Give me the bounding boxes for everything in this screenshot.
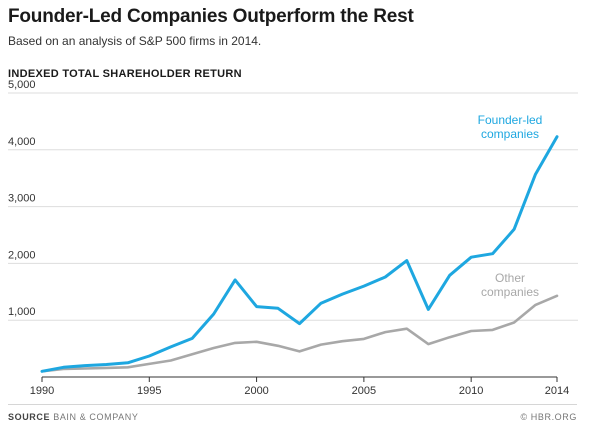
founder-led-data-point	[385, 276, 386, 277]
other-companies-data-point	[277, 345, 278, 346]
chart-title: Founder-Led Companies Outperform the Res…	[8, 6, 414, 27]
other-companies-data-point	[213, 347, 214, 348]
x-tick-label: 2000	[244, 385, 268, 397]
other-companies-data-point	[471, 330, 472, 331]
founder-led-data-point	[127, 362, 128, 363]
source-text: BAIN & COMPANY	[53, 412, 139, 422]
other-companies-series-label: Other companies	[481, 271, 539, 299]
y-tick-label: 2,000	[8, 249, 36, 261]
founder-led-series-label: Founder-led companies	[478, 113, 543, 141]
copyright: © HBR.ORG	[520, 412, 577, 422]
other-companies-data-point	[449, 337, 450, 338]
x-tick-label: 2014	[545, 385, 569, 397]
other-companies-data-point	[492, 329, 493, 330]
founder-led-series-line	[40, 135, 559, 373]
y-tick-label: 5,000	[8, 79, 36, 91]
y-tick-label: 3,000	[8, 193, 36, 205]
founder-led-data-point	[299, 323, 300, 324]
other-companies-data-point	[149, 363, 150, 364]
y-axis-label: INDEXED TOTAL SHAREHOLDER RETURN	[8, 68, 242, 80]
founder-led-data-point	[277, 308, 278, 309]
founder-led-data-point	[320, 303, 321, 304]
other-companies-data-point	[256, 341, 257, 342]
series-label-line: Founder-led	[478, 113, 543, 127]
series-label-line: companies	[481, 285, 539, 299]
founder-led-data-point	[149, 355, 150, 356]
founder-led-data-point	[84, 365, 85, 366]
founder-led-data-point	[63, 367, 64, 368]
other-companies-data-point	[556, 295, 557, 296]
founder-led-data-point	[449, 275, 450, 276]
x-tick-label: 1995	[137, 385, 161, 397]
other-companies-data-point	[428, 343, 429, 344]
other-companies-data-point	[106, 367, 107, 368]
other-companies-data-point	[192, 354, 193, 355]
other-companies-data-point	[385, 332, 386, 333]
y-tick-label: 1,000	[8, 306, 36, 318]
other-companies-data-point	[363, 338, 364, 339]
founder-led-data-point	[256, 306, 257, 307]
founder-led-data-point	[192, 338, 193, 339]
founder-led-data-point	[235, 279, 236, 280]
founder-led-data-point	[513, 229, 514, 230]
other-companies-data-point	[320, 344, 321, 345]
other-companies-data-point	[406, 328, 407, 329]
founder-led-data-point	[213, 313, 214, 314]
y-tick-label: 4,000	[8, 136, 36, 148]
founder-led-data-point	[41, 371, 42, 372]
founder-led-data-point	[363, 286, 364, 287]
x-tick-label: 2005	[352, 385, 376, 397]
other-companies-data-point	[535, 304, 536, 305]
source-label: SOURCE	[8, 412, 51, 422]
footer-divider	[8, 404, 577, 405]
series-label-line: Other	[495, 271, 525, 285]
chart-subtitle: Based on an analysis of S&P 500 firms in…	[8, 34, 262, 48]
founder-led-data-point	[406, 260, 407, 261]
founder-led-data-point	[342, 293, 343, 294]
other-companies-data-point	[84, 368, 85, 369]
x-tick-label: 1990	[30, 385, 54, 397]
founder-led-data-point	[428, 309, 429, 310]
other-companies-data-point	[170, 360, 171, 361]
other-companies-series-line	[40, 294, 559, 373]
founder-led-data-point	[556, 136, 557, 137]
source-note: SOURCE BAIN & COMPANY	[8, 412, 138, 422]
series-label-line: companies	[481, 127, 539, 141]
founder-led-data-point	[535, 174, 536, 175]
x-tick-label: 2010	[459, 385, 483, 397]
founder-led-data-point	[106, 364, 107, 365]
other-companies-data-point	[342, 341, 343, 342]
other-companies-data-point	[299, 351, 300, 352]
founder-led-data-point	[471, 257, 472, 258]
other-companies-data-point	[235, 342, 236, 343]
other-companies-data-point	[513, 322, 514, 323]
founder-led-data-point	[492, 253, 493, 254]
other-companies-data-point	[127, 367, 128, 368]
founder-led-data-point	[170, 346, 171, 347]
